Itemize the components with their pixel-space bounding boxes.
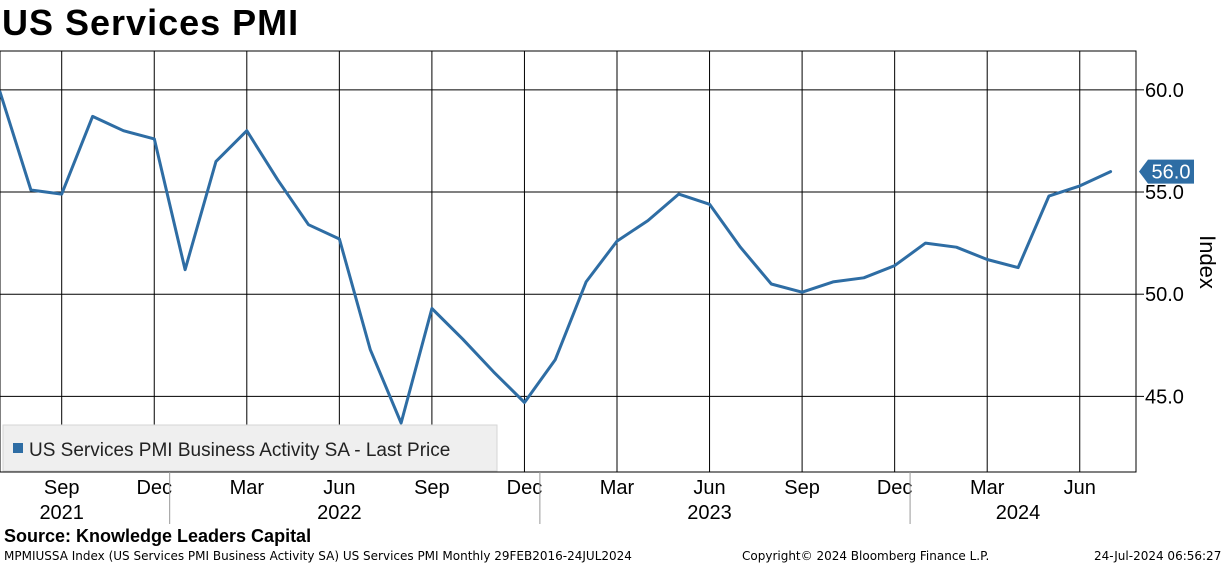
- pmi-line-chart: Sep Dec Mar Jun Sep Dec Mar Jun Sep Dec Mar Jun 2021…: [0, 50, 1220, 524]
- series-layer: [0, 90, 1113, 425]
- y-tick-label: 55.0: [1145, 182, 1184, 204]
- x-tick-label: Sep: [414, 477, 450, 499]
- data-point: [399, 421, 403, 425]
- y-tick-label: 60.0: [1145, 80, 1184, 102]
- data-point: [707, 202, 711, 206]
- data-point: [121, 129, 125, 133]
- data-point: [553, 357, 557, 361]
- y-axis-label: Index: [1195, 235, 1220, 289]
- y-tick-label: 45.0: [1145, 386, 1184, 408]
- last-value-label: 56.0: [1152, 162, 1191, 184]
- gridlines: [0, 51, 1136, 472]
- data-point: [646, 218, 650, 222]
- data-point: [1078, 184, 1082, 188]
- data-point: [368, 347, 372, 351]
- legend-swatch: [13, 443, 23, 453]
- y-axis: 45.0 50.0 55.0 60.0 Index: [1136, 80, 1220, 408]
- data-point: [491, 370, 495, 374]
- data-point: [1047, 194, 1051, 198]
- timestamp: 24-Jul-2024 06:56:27: [1094, 549, 1222, 563]
- data-point: [985, 257, 989, 261]
- x-tick-label: Jun: [323, 477, 355, 499]
- data-point: [738, 245, 742, 249]
- legend: US Services PMI Business Activity SA - L…: [2, 424, 498, 472]
- data-point: [615, 239, 619, 243]
- data-point: [954, 245, 958, 249]
- data-point: [60, 192, 64, 196]
- plot-border: [0, 50, 1137, 473]
- legend-label: US Services PMI Business Activity SA - L…: [29, 440, 450, 461]
- x-tick-label: Dec: [507, 477, 543, 499]
- data-point: [245, 129, 249, 133]
- chart-title: US Services PMI: [2, 2, 300, 43]
- data-point: [769, 282, 773, 286]
- last-value-badge: [1139, 159, 1194, 184]
- data-point: [461, 337, 465, 341]
- data-point: [923, 241, 927, 245]
- data-point: [430, 306, 434, 310]
- data-point: [584, 280, 588, 284]
- data-point: [831, 280, 835, 284]
- legend-box: [2, 424, 498, 472]
- data-point: [800, 290, 804, 294]
- data-point: [152, 137, 156, 141]
- series-line: [0, 90, 1113, 425]
- data-point: [862, 276, 866, 280]
- data-point: [183, 267, 187, 271]
- x-tick-label: Jun: [693, 477, 725, 499]
- data-point: [90, 114, 94, 118]
- source-note: Source: Knowledge Leaders Capital: [4, 526, 312, 546]
- data-point: [337, 237, 341, 241]
- x-tick-label: Mar: [600, 477, 635, 499]
- year-label: 2021: [39, 502, 84, 524]
- data-point: [522, 400, 526, 404]
- data-point: [677, 192, 681, 196]
- data-point: [892, 263, 896, 267]
- year-label: 2024: [996, 502, 1041, 524]
- last-value-tag: 56.0: [1139, 159, 1194, 184]
- x-tick-label: Sep: [44, 477, 80, 499]
- x-tick-label: Dec: [877, 477, 913, 499]
- x-tick-label: Sep: [784, 477, 820, 499]
- data-point: [306, 223, 310, 227]
- x-tick-label: Mar: [970, 477, 1005, 499]
- x-axis: Sep Dec Mar Jun Sep Dec Mar Jun Sep Dec Mar Jun 2021…: [39, 472, 1096, 524]
- x-tick-label: Dec: [136, 477, 172, 499]
- data-point: [214, 159, 218, 163]
- x-tick-label: Mar: [230, 477, 265, 499]
- series-meta: MPMIUSSA Index (US Services PMI Business…: [4, 549, 632, 563]
- data-point: [1016, 265, 1020, 269]
- copyright-note: Copyright© 2024 Bloomberg Finance L.P.: [742, 549, 990, 563]
- year-label: 2022: [317, 502, 362, 524]
- y-tick-label: 50.0: [1145, 284, 1184, 306]
- x-tick-label: Jun: [1064, 477, 1096, 499]
- year-label: 2023: [687, 502, 732, 524]
- data-point: [29, 188, 33, 192]
- data-point: [1108, 169, 1112, 173]
- data-point: [275, 178, 279, 182]
